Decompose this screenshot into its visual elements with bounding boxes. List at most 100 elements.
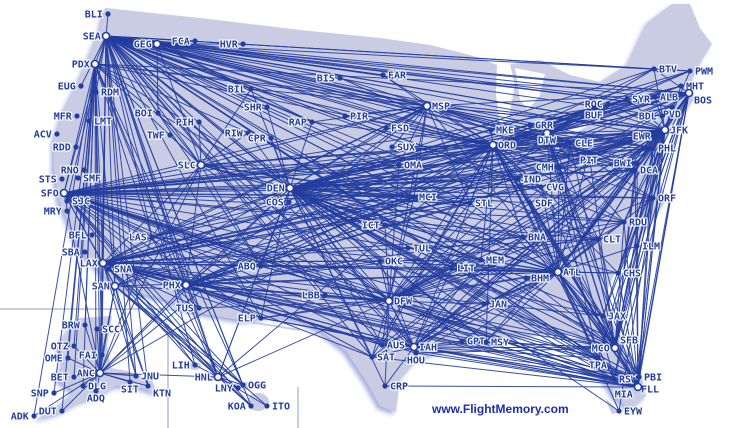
airport-chs[interactable]: CHS (615, 267, 642, 281)
airport-sdf[interactable]: SDF (527, 197, 554, 211)
airport-oma[interactable]: OMA (396, 159, 423, 173)
airport-hnl[interactable]: HNL (194, 371, 223, 385)
airport-sba[interactable]: SBA (61, 246, 88, 260)
airport-hou[interactable]: HOU (406, 350, 426, 368)
airport-jfk[interactable]: JFK (660, 124, 689, 138)
airport-fai[interactable]: FAI (78, 349, 105, 363)
airport-pwm[interactable]: PWM (687, 65, 714, 79)
airport-elp[interactable]: ELP (237, 312, 264, 326)
airport-crp[interactable]: CRP (382, 380, 409, 394)
airport-abq[interactable]: ABQ (237, 260, 264, 274)
airport-pih[interactable]: PIH (175, 116, 202, 130)
airport-bos[interactable]: BOS (684, 88, 713, 108)
airport-far[interactable]: FAR (380, 69, 408, 83)
airport-bli[interactable]: BLI (84, 8, 111, 22)
airport-ome[interactable]: OME (44, 352, 71, 366)
airport-adq[interactable]: ADQ (86, 388, 106, 406)
airport-dlg[interactable]: DLG (80, 380, 107, 394)
airport-ogg[interactable]: OGG (240, 379, 267, 393)
airport-fca[interactable]: FCA (171, 35, 198, 49)
airport-koa[interactable]: KOA (227, 400, 254, 414)
airport-dut[interactable]: DUT (38, 405, 65, 419)
airport-brw[interactable]: BRW (61, 319, 88, 333)
airport-dca[interactable]: DCA (632, 164, 659, 178)
airport-clt[interactable]: CLT (595, 233, 622, 247)
airport-anc[interactable]: ANC (76, 367, 105, 381)
airport-gpt[interactable]: GPT (459, 335, 486, 349)
airport-sea[interactable]: SEA (82, 30, 111, 44)
airport-ito[interactable]: ITO (264, 400, 291, 414)
airport-btv[interactable]: BTV (651, 63, 678, 77)
airport-hvr[interactable]: HVR (219, 38, 246, 52)
airport-bdl[interactable]: BDL (638, 110, 665, 124)
airport-lny[interactable]: LNY (214, 382, 241, 396)
airport-cpr[interactable]: CPR (247, 132, 274, 146)
airport-mem[interactable]: MEM (478, 254, 505, 268)
airport-ewr[interactable]: EWR (632, 130, 659, 144)
airport-bil[interactable]: BIL (227, 83, 254, 97)
airport-alb[interactable]: ALB (652, 91, 679, 105)
airport-geg[interactable]: GEG (133, 38, 162, 52)
airport-lit[interactable]: LIT (449, 262, 476, 276)
airport-slc[interactable]: SLC (177, 159, 206, 173)
airport-twf[interactable]: TWF (146, 129, 173, 143)
airport-ind[interactable]: IND (515, 173, 542, 187)
airport-lbb[interactable]: LBB (301, 289, 328, 303)
airport-bet[interactable]: BET (50, 371, 77, 385)
airport-msy[interactable]: MSY (483, 336, 510, 350)
airport-san[interactable]: SAN (91, 280, 120, 294)
airport-bwi[interactable]: BWI (613, 157, 640, 171)
airport-pir[interactable]: PIR (342, 110, 370, 124)
airport-tpa[interactable]: TPA (588, 355, 608, 373)
airport-pdx[interactable]: PDX (71, 58, 100, 72)
airport-tus[interactable]: TUS (175, 302, 202, 316)
airport-jan[interactable]: JAN (481, 298, 508, 312)
airport-iah[interactable]: IAH (409, 341, 438, 355)
airport-den[interactable]: DEN (266, 182, 295, 196)
airport-bhm[interactable]: BHM (523, 272, 550, 286)
airport-buf[interactable]: BUF (584, 105, 604, 123)
airport-mci[interactable]: MCI (411, 191, 438, 205)
airport-orf[interactable]: ORF (650, 192, 677, 206)
airport-rno[interactable]: RNO (60, 164, 87, 178)
airport-mke[interactable]: MKE (488, 124, 515, 138)
airport-eug[interactable]: EUG (57, 80, 84, 94)
airport-las[interactable]: LAS (128, 231, 155, 245)
airport-ict[interactable]: ICT (361, 219, 388, 233)
airport-msp[interactable]: MSP (422, 100, 451, 114)
airport-phx[interactable]: PHX (162, 279, 191, 293)
airport-tul[interactable]: TUL (405, 242, 432, 256)
airport-pvd[interactable]: PVD (662, 104, 682, 122)
airport-bis[interactable]: BIS (316, 72, 343, 86)
airport-okc[interactable]: OKC (377, 255, 404, 269)
airport-scc[interactable]: SCC (94, 323, 121, 337)
airport-ord[interactable]: ORD (488, 139, 517, 153)
airport-dfw[interactable]: DFW (384, 295, 414, 309)
airport-cvg[interactable]: CVG (538, 181, 565, 195)
airport-lmt[interactable]: LMT (86, 115, 113, 129)
airport-jnu[interactable]: JNU (133, 370, 160, 384)
airport-dtw[interactable]: DTW (537, 128, 558, 148)
airport-lax[interactable]: LAX (79, 257, 108, 271)
airport-adk[interactable]: ADK (10, 410, 37, 424)
airport-sat[interactable]: SAT (369, 351, 396, 365)
airport-stl[interactable]: STL (467, 197, 494, 211)
airport-pit[interactable]: PIT (579, 150, 599, 168)
airport-ktn[interactable]: KTN (145, 383, 172, 401)
airport-rdu[interactable]: RDU (621, 216, 648, 230)
airport-sfb[interactable]: SFB (612, 334, 639, 348)
airport-mco[interactable]: MCO (591, 342, 620, 356)
airport-riw[interactable]: RIW (224, 127, 251, 141)
airport-syr[interactable]: SYR (624, 93, 652, 107)
airport-pbi[interactable]: PBI (636, 371, 663, 385)
airport-smf[interactable]: SMF (75, 172, 102, 186)
airport-cmh[interactable]: CMH (535, 161, 562, 175)
airport-atl[interactable]: ATL (553, 266, 582, 280)
airport-sna[interactable]: SNA (106, 263, 133, 277)
airport-eyw[interactable]: EYW (616, 405, 644, 419)
airport-rap[interactable]: RAP (288, 116, 315, 130)
airport-shr[interactable]: SHR (243, 101, 270, 115)
airport-boi[interactable]: BOI (134, 107, 161, 121)
airport-mia[interactable]: MIA (614, 382, 643, 402)
airport-grr[interactable]: GRR (527, 119, 555, 133)
